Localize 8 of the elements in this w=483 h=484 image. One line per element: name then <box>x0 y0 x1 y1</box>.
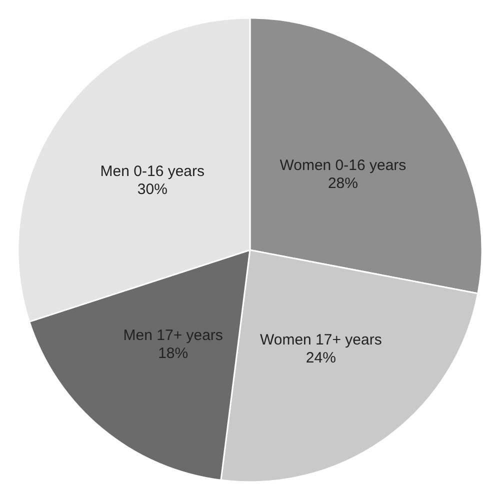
data-label: 18% <box>158 344 188 362</box>
data-label: 24% <box>306 350 336 367</box>
data-label: 28% <box>328 175 358 192</box>
slice-label: Women 0-16 years <box>280 157 406 174</box>
slice-label: Men 17+ years <box>123 326 223 344</box>
slice-label: Men 0-16 years <box>100 163 205 180</box>
slice-label: Women 17+ years <box>260 332 382 349</box>
data-label: 30% <box>137 181 168 198</box>
